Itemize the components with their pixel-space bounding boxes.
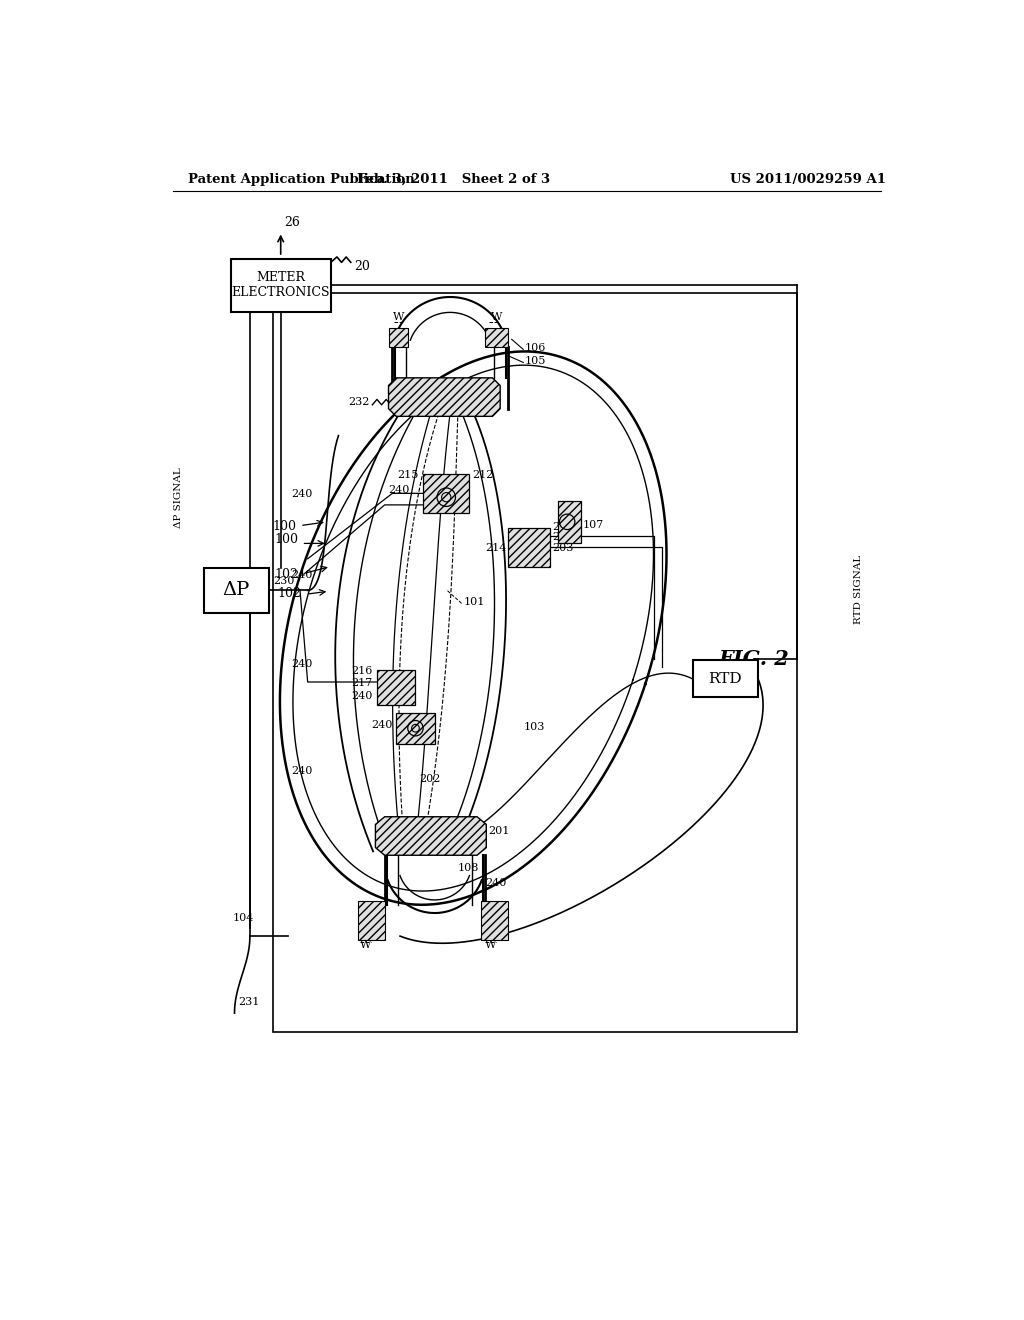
- Text: 231: 231: [239, 997, 260, 1007]
- Text: METER
ELECTRONICS: METER ELECTRONICS: [231, 272, 330, 300]
- Text: FIG. 2: FIG. 2: [719, 649, 790, 669]
- Polygon shape: [376, 817, 486, 855]
- Text: 215: 215: [397, 470, 419, 480]
- Text: 205: 205: [553, 521, 573, 532]
- Polygon shape: [388, 378, 500, 416]
- Text: 240: 240: [388, 486, 410, 495]
- Text: 204: 204: [553, 532, 573, 543]
- Bar: [204, 568, 269, 612]
- Bar: [273, 293, 797, 1032]
- Text: 240: 240: [291, 767, 312, 776]
- Text: 106: 106: [524, 343, 546, 352]
- Polygon shape: [377, 671, 416, 705]
- Text: 212: 212: [472, 470, 494, 480]
- Text: 240: 240: [484, 878, 506, 888]
- Text: US 2011/0029259 A1: US 2011/0029259 A1: [730, 173, 886, 186]
- Text: W: W: [485, 940, 497, 949]
- Text: 107: 107: [583, 520, 604, 531]
- Text: RTD SIGNAL: RTD SIGNAL: [854, 554, 862, 624]
- Text: W: W: [393, 312, 404, 322]
- Text: 26: 26: [284, 216, 300, 230]
- Bar: [230, 259, 331, 313]
- Text: 202: 202: [419, 774, 440, 784]
- Polygon shape: [423, 474, 469, 512]
- Text: 240: 240: [371, 721, 392, 730]
- Text: 102: 102: [278, 587, 301, 601]
- Polygon shape: [357, 902, 385, 940]
- Polygon shape: [388, 327, 408, 347]
- Text: 103: 103: [523, 722, 545, 731]
- Text: 105: 105: [524, 356, 546, 366]
- Text: 240: 240: [291, 570, 312, 579]
- Polygon shape: [508, 528, 550, 566]
- Text: RTD: RTD: [709, 672, 742, 686]
- Text: 101: 101: [463, 597, 484, 607]
- Text: 214: 214: [485, 543, 506, 553]
- Text: 217: 217: [351, 678, 373, 688]
- Text: ΔP: ΔP: [223, 581, 250, 599]
- Text: 203: 203: [553, 543, 573, 553]
- Polygon shape: [396, 713, 435, 743]
- Text: 102: 102: [274, 568, 298, 581]
- Polygon shape: [558, 502, 581, 544]
- Polygon shape: [484, 327, 508, 347]
- Text: W: W: [359, 940, 371, 949]
- Text: 100: 100: [274, 533, 298, 546]
- Text: W: W: [490, 312, 502, 322]
- Text: Patent Application Publication: Patent Application Publication: [188, 173, 415, 186]
- Text: 20: 20: [354, 260, 370, 273]
- Text: 232: 232: [348, 397, 370, 407]
- Text: ΔP SIGNAL: ΔP SIGNAL: [174, 467, 183, 528]
- Text: 108: 108: [458, 863, 479, 873]
- Polygon shape: [481, 902, 508, 940]
- Text: 216: 216: [351, 667, 373, 676]
- Bar: [692, 660, 758, 697]
- Text: 230: 230: [273, 577, 294, 586]
- Text: 201: 201: [488, 826, 510, 836]
- Text: 104: 104: [232, 912, 254, 923]
- Text: Feb. 3, 2011   Sheet 2 of 3: Feb. 3, 2011 Sheet 2 of 3: [357, 173, 551, 186]
- Text: 240: 240: [291, 659, 312, 669]
- Text: 240: 240: [351, 690, 373, 701]
- Text: 100: 100: [272, 520, 296, 532]
- Text: 240: 240: [291, 490, 312, 499]
